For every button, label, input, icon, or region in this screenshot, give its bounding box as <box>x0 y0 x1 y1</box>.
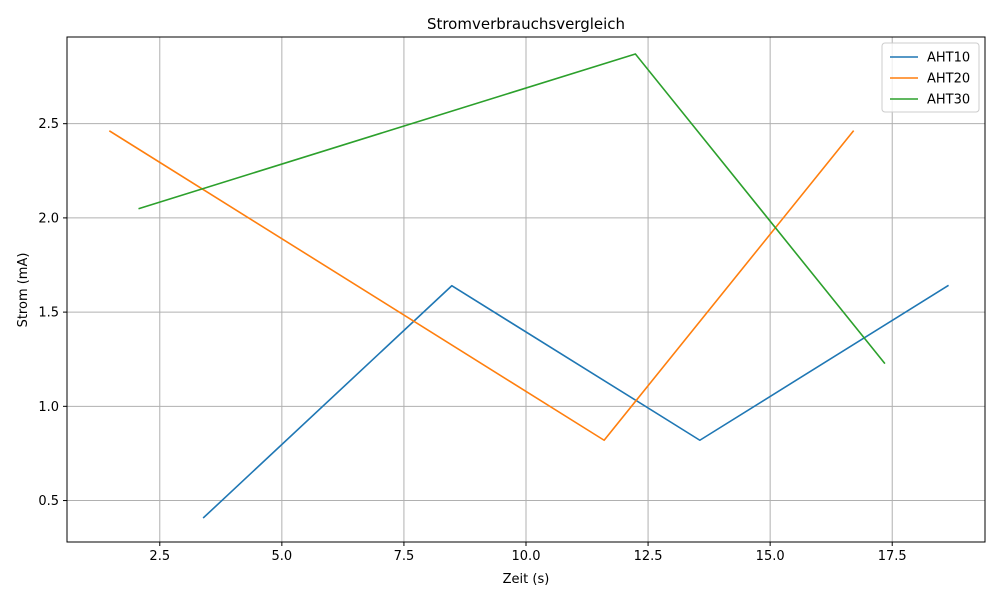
series-line-aht10 <box>202 284 949 519</box>
series-line-aht20 <box>108 130 855 442</box>
legend-label-aht10: AHT10 <box>927 51 970 66</box>
legend-label-aht20: AHT20 <box>927 72 970 87</box>
x-tick-label: 17.5 <box>878 549 907 564</box>
x-tick-label: 12.5 <box>634 549 663 564</box>
y-tick-label: 1.0 <box>38 400 59 415</box>
legend: AHT10 AHT20 AHT30 <box>881 42 980 113</box>
grid <box>67 37 985 542</box>
series-line-aht30 <box>138 53 886 365</box>
x-tick-label: 15.0 <box>756 549 785 564</box>
y-tick-label: 1.5 <box>38 306 59 321</box>
x-tick-label: 2.5 <box>149 549 170 564</box>
x-tick-label: 7.5 <box>394 549 415 564</box>
y-tick-label: 2.0 <box>38 211 59 226</box>
y-tick-label: 2.5 <box>38 117 59 132</box>
x-tick-label: 5.0 <box>272 549 293 564</box>
chart-title: Stromverbrauchsvergleich <box>427 15 625 33</box>
x-axis-label: Zeit (s) <box>503 572 550 587</box>
x-tick-label: 10.0 <box>512 549 541 564</box>
legend-label-aht30: AHT30 <box>927 93 970 108</box>
y-tick-label: 0.5 <box>38 494 59 509</box>
legend-box <box>881 42 980 113</box>
y-axis-label: Strom (mA) <box>16 253 31 328</box>
series-lines <box>108 53 949 519</box>
axis-ticks: 2.5 5.0 7.5 10.0 12.5 15.0 17.5 0.5 1.0 1.5 2.0 2.5 <box>38 117 906 564</box>
